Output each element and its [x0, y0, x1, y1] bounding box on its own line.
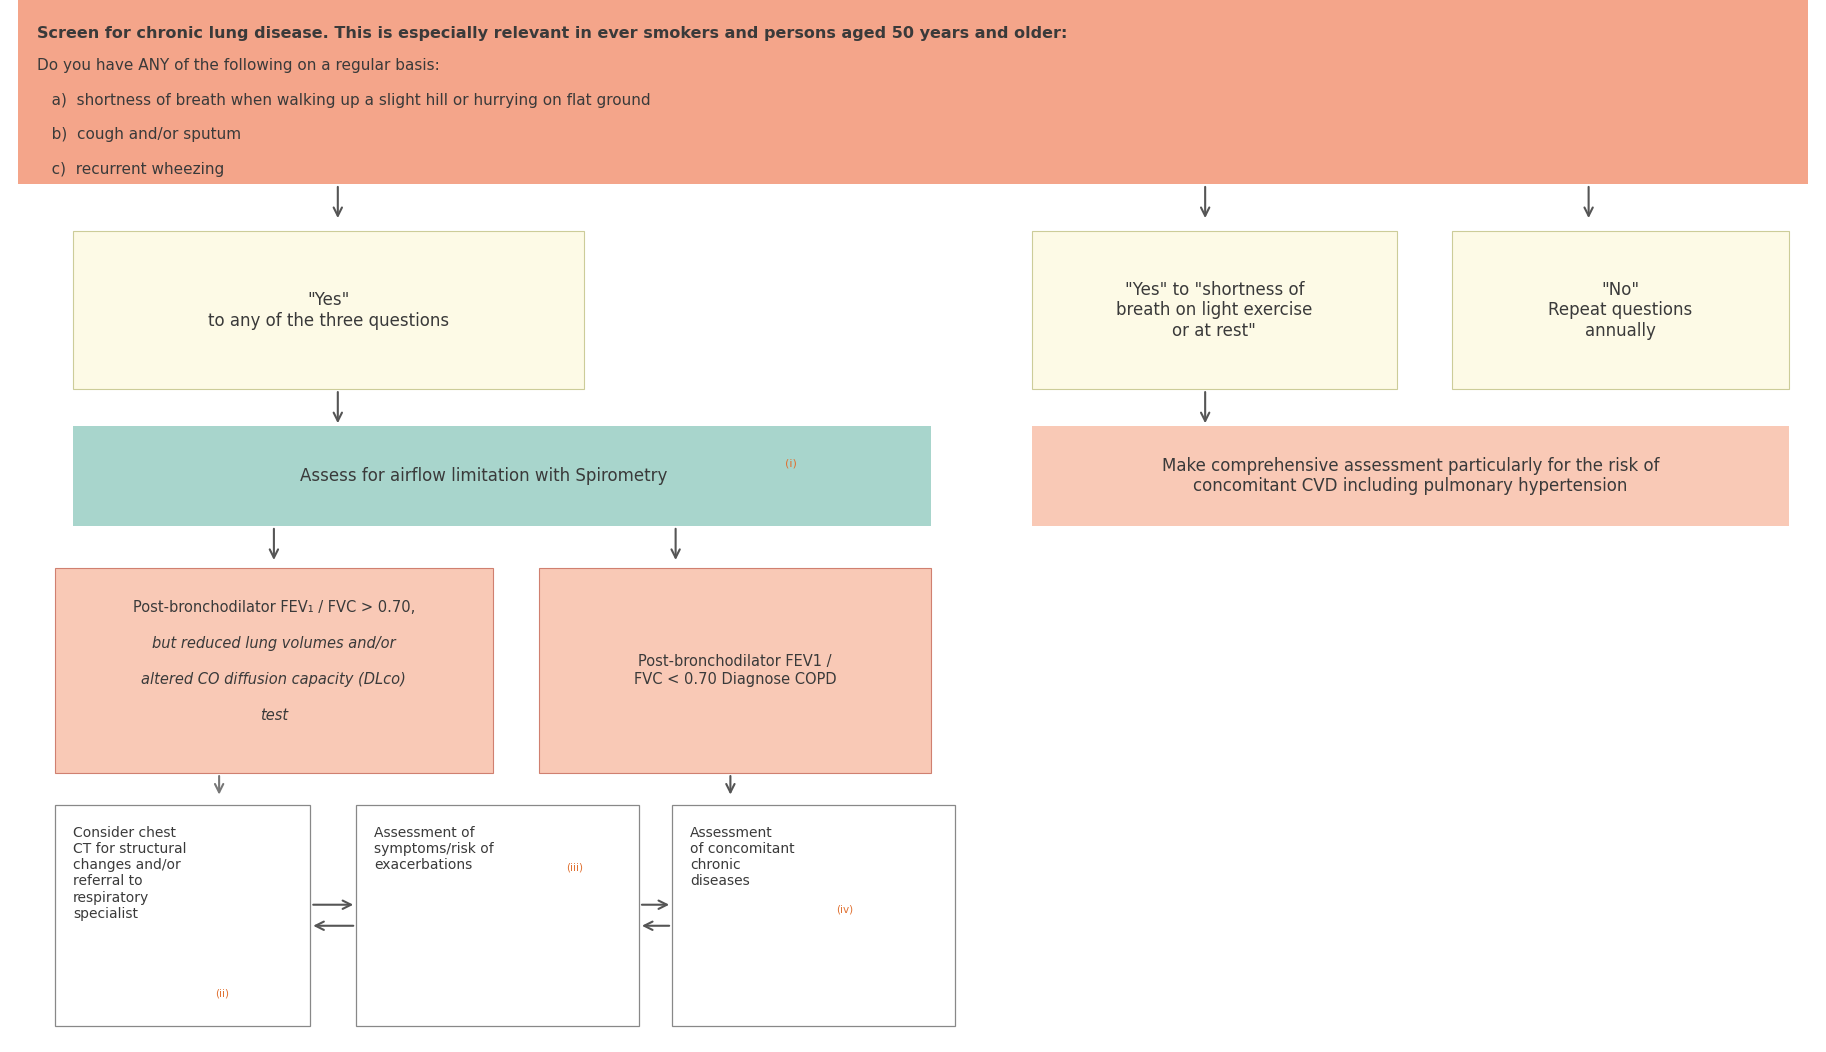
- Text: "Yes" to "shortness of
breath on light exercise
or at rest": "Yes" to "shortness of breath on light e…: [1116, 281, 1313, 340]
- FancyBboxPatch shape: [1032, 426, 1789, 526]
- Text: "No"
Repeat questions
annually: "No" Repeat questions annually: [1548, 281, 1693, 340]
- Text: Post-bronchodilator FEV₁ / FVC > 0.70,: Post-bronchodilator FEV₁ / FVC > 0.70,: [133, 600, 415, 614]
- Text: (iii): (iii): [566, 863, 582, 873]
- Text: Assessment of
symptoms/risk of
exacerbations: Assessment of symptoms/risk of exacerbat…: [374, 826, 495, 872]
- FancyBboxPatch shape: [55, 805, 310, 1026]
- Text: Do you have ANY of the following on a regular basis:: Do you have ANY of the following on a re…: [37, 58, 440, 73]
- Text: c)  recurrent wheezing: c) recurrent wheezing: [37, 162, 225, 177]
- FancyBboxPatch shape: [73, 231, 584, 389]
- FancyBboxPatch shape: [356, 805, 639, 1026]
- Text: altered CO diffusion capacity (DLco): altered CO diffusion capacity (DLco): [141, 672, 407, 687]
- FancyBboxPatch shape: [672, 805, 955, 1026]
- FancyBboxPatch shape: [1032, 231, 1397, 389]
- Text: (ii): (ii): [215, 989, 230, 999]
- Text: a)  shortness of breath when walking up a slight hill or hurrying on flat ground: a) shortness of breath when walking up a…: [37, 93, 650, 107]
- FancyBboxPatch shape: [1452, 231, 1789, 389]
- Text: Assessment
of concomitant
chronic
diseases: Assessment of concomitant chronic diseas…: [690, 826, 794, 889]
- FancyBboxPatch shape: [55, 568, 493, 773]
- FancyBboxPatch shape: [539, 568, 931, 773]
- Text: Assess for airflow limitation with Spirometry: Assess for airflow limitation with Spiro…: [299, 467, 668, 485]
- FancyBboxPatch shape: [18, 0, 1808, 184]
- Text: (iv): (iv): [836, 905, 853, 915]
- Text: "Yes"
to any of the three questions: "Yes" to any of the three questions: [208, 291, 449, 329]
- FancyBboxPatch shape: [73, 426, 931, 526]
- Text: Make comprehensive assessment particularly for the risk of
concomitant CVD inclu: Make comprehensive assessment particular…: [1161, 457, 1660, 495]
- Text: Screen for chronic lung disease. This is especially relevant in ever smokers and: Screen for chronic lung disease. This is…: [37, 26, 1066, 41]
- Text: but reduced lung volumes and/or: but reduced lung volumes and/or: [152, 636, 396, 651]
- Text: Consider chest
CT for structural
changes and/or
referral to
respiratory
speciali: Consider chest CT for structural changes…: [73, 826, 186, 920]
- Text: test: test: [259, 708, 289, 723]
- Text: b)  cough and/or sputum: b) cough and/or sputum: [37, 127, 241, 142]
- Text: (i): (i): [785, 459, 798, 468]
- Text: Post-bronchodilator FEV1 /
FVC < 0.70 Diagnose COPD: Post-bronchodilator FEV1 / FVC < 0.70 Di…: [634, 654, 836, 687]
